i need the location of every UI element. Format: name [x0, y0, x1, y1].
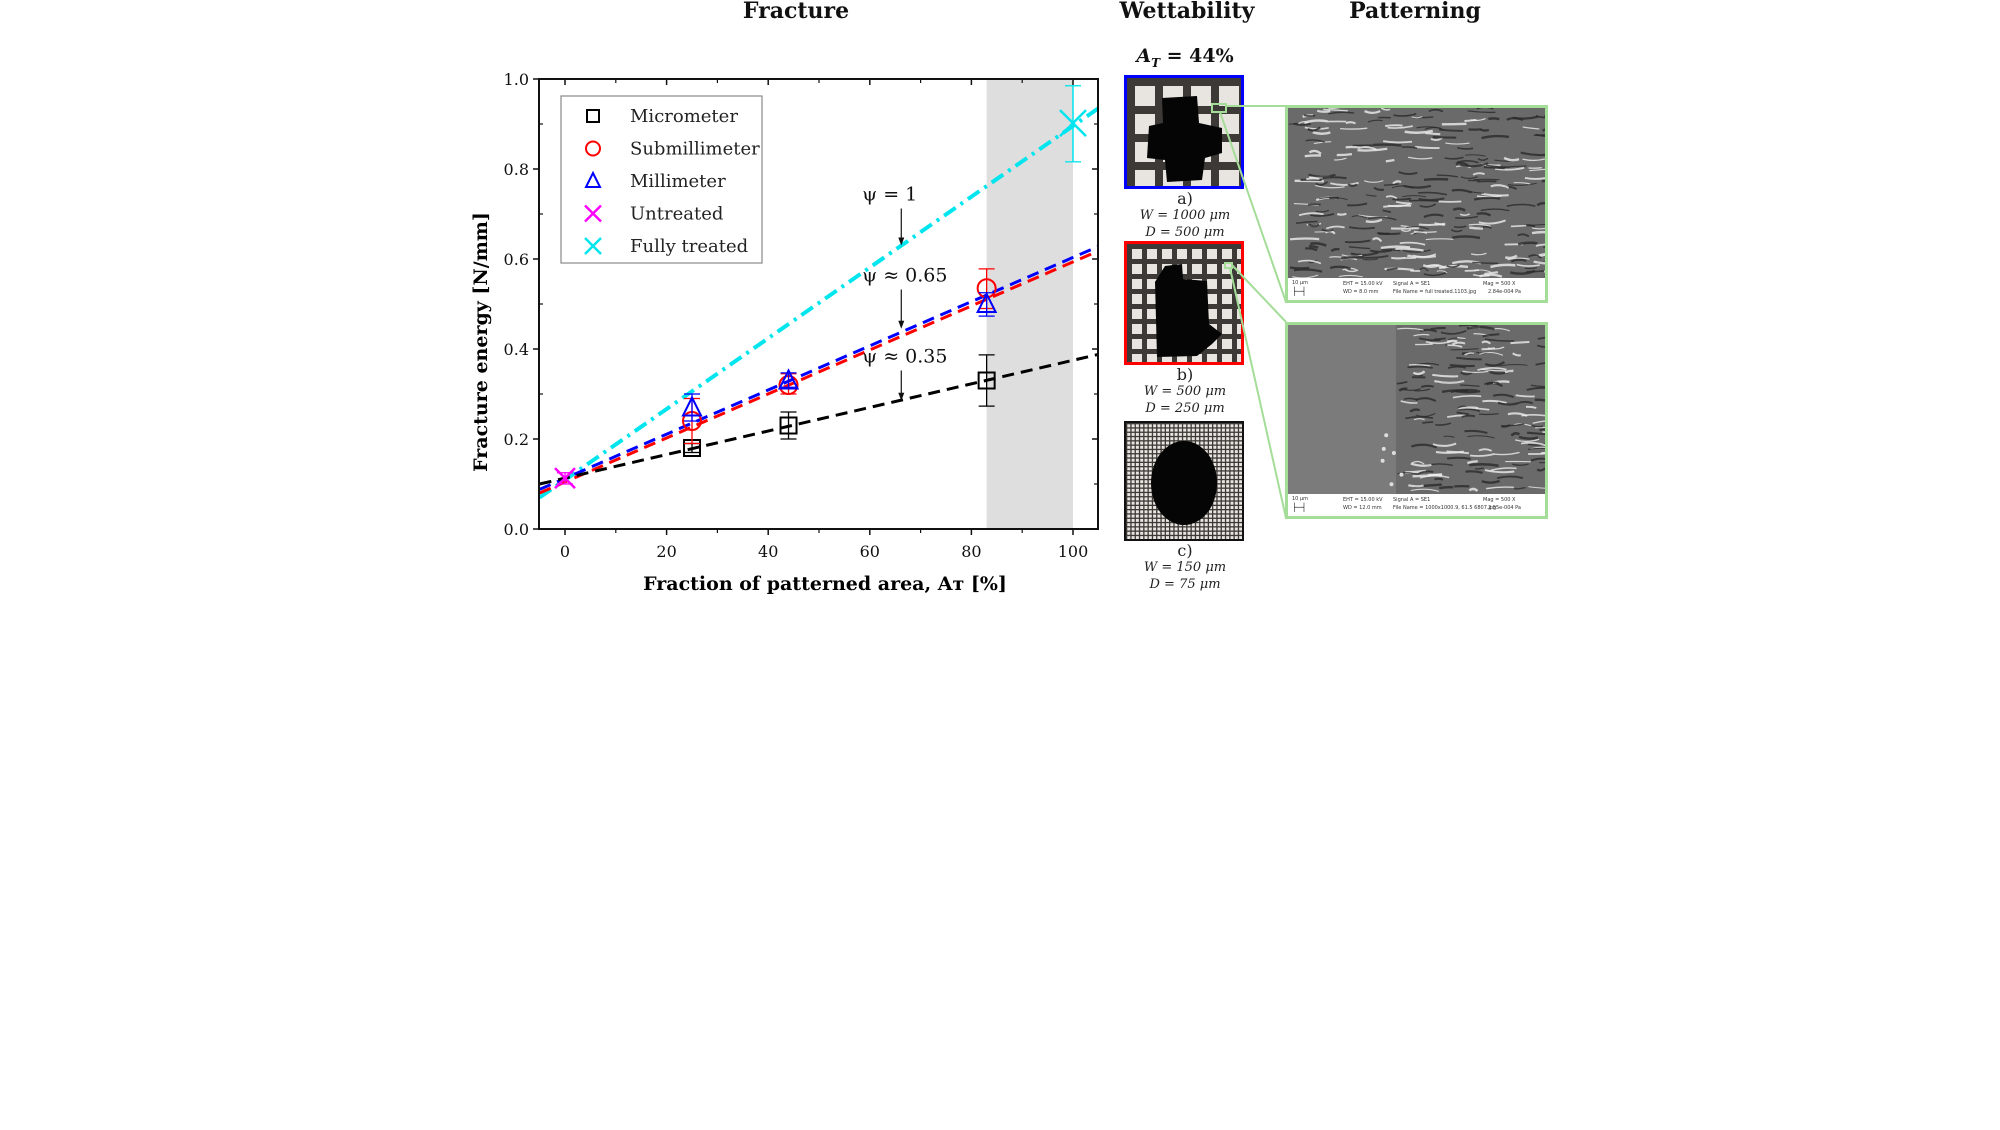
fit-line — [539, 245, 1098, 491]
zoom-region-b — [1224, 262, 1233, 269]
square-marker-icon — [977, 371, 996, 390]
scale-bar-icon: ├─┤ — [1292, 287, 1307, 296]
legend-item-label: Untreated — [630, 204, 723, 225]
x-marker-icon — [554, 467, 576, 490]
file-name: File Name = 1000x1000.9, 61.5 6807.jpg — [1393, 505, 1497, 511]
sem-image-fully-treated: 10 μm ├─┤ EHT = 15.00 kV WD = 8.0 mm Sig… — [1285, 105, 1548, 303]
legend-item-label: Micrometer — [630, 106, 738, 127]
triangle-marker-icon — [681, 395, 703, 417]
data-points — [554, 85, 1087, 490]
sem-micrograph — [1288, 325, 1545, 494]
sem-info-bar: 10 μm ├─┤ EHT = 15.00 kV WD = 8.0 mm Sig… — [1288, 278, 1545, 300]
caption-a: a) W = 1000 μm D = 500 μm — [1140, 190, 1231, 241]
caption-c-distance: D = 75 μm — [1149, 577, 1221, 592]
at-value: = 44% — [1160, 45, 1234, 67]
eht-value: EHT = 15.00 kV — [1343, 497, 1383, 503]
caption-b-distance: D = 250 μm — [1145, 401, 1225, 416]
legend: Micrometer Submillimeter Millimeter Untreat… — [560, 95, 763, 264]
caption-c-label: c) — [1177, 541, 1193, 560]
y-tick-label: 1.0 — [504, 70, 529, 89]
fit-line — [539, 352, 1098, 486]
shaded-region-rect — [986, 79, 1073, 529]
sem-image-partial: 10 μm ├─┤ EHT = 15.00 kV WD = 12.0 mm Si… — [1285, 322, 1548, 519]
legend-item-label: Fully treated — [630, 236, 748, 257]
legend-item-label: Millimeter — [630, 171, 726, 192]
y-tick-label: 0.4 — [504, 340, 529, 359]
wettability-image-a — [1124, 75, 1244, 189]
x-tick-label: 80 — [961, 542, 981, 561]
at-symbol: A — [1136, 45, 1152, 67]
caption-c: c) W = 150 μm D = 75 μm — [1144, 542, 1226, 593]
eht-value: EHT = 15.00 kV — [1343, 281, 1383, 287]
x-tick-label: 20 — [656, 542, 676, 561]
axes: 0 20 40 60 80 100 0.0 0.2 0.4 0.6 0.8 1.0 — [504, 70, 1099, 561]
wettability-image-b — [1124, 241, 1244, 365]
wd-value: WD = 12.0 mm — [1343, 505, 1382, 511]
wettability-title: Wettability — [1119, 0, 1255, 24]
sem-info-bar: 10 μm ├─┤ EHT = 15.00 kV WD = 12.0 mm Si… — [1288, 494, 1545, 516]
sem-micrograph — [1288, 108, 1545, 278]
y-tick-label: 0.0 — [504, 520, 529, 539]
triangle-marker-icon — [584, 170, 602, 188]
square-marker-icon — [779, 416, 798, 435]
scale-bar-icon: ├─┤ — [1292, 503, 1307, 512]
y-tick-label: 0.2 — [504, 430, 529, 449]
caption-b: b) W = 500 μm D = 250 μm — [1144, 366, 1226, 417]
x-tick-label: 0 — [560, 542, 570, 561]
signal-value: Signal A = SE1 — [1393, 281, 1431, 287]
wd-value: WD = 8.0 mm — [1343, 289, 1379, 295]
x-tick-label: 60 — [860, 542, 880, 561]
fit-line — [539, 106, 1098, 500]
caption-c-width: W = 150 μm — [1143, 560, 1227, 575]
caption-a-width: W = 1000 μm — [1139, 208, 1231, 223]
psi-annotation: ψ ≈ 0.35 — [862, 346, 947, 368]
legend-box — [560, 95, 763, 264]
pressure-value: 2.55e-004 Pa — [1488, 505, 1522, 511]
wettability-image-c — [1124, 421, 1244, 541]
psi-annotation: ψ = 1 — [862, 184, 917, 206]
circle-marker-icon — [585, 140, 601, 157]
triangle-marker-icon — [976, 291, 998, 313]
square-marker-icon — [586, 109, 600, 123]
caption-b-label: b) — [1176, 365, 1194, 384]
psi-annotation: ψ ≈ 0.65 — [862, 265, 947, 287]
y-tick-label: 0.6 — [504, 250, 529, 269]
x-marker-icon — [584, 204, 602, 223]
y-tick-label: 0.8 — [504, 160, 529, 179]
patterning-title: Patterning — [1349, 0, 1481, 24]
x-tick-label: 100 — [1058, 542, 1089, 561]
at-subscript: T — [1151, 55, 1161, 70]
fit-line — [539, 249, 1098, 495]
caption-b-width: W = 500 μm — [1143, 384, 1227, 399]
legend-item-label: Submillimeter — [630, 139, 760, 160]
pressure-value: 2.84e-004 Pa — [1488, 289, 1522, 295]
x-tick-label: 40 — [758, 542, 778, 561]
fracture-title: Fracture — [742, 0, 850, 24]
mag-value: Mag = 500 X — [1483, 281, 1516, 287]
triangle-marker-icon — [777, 368, 800, 390]
zoom-region-a — [1211, 103, 1227, 113]
caption-a-distance: D = 500 μm — [1145, 225, 1225, 240]
x-marker-icon — [584, 237, 602, 255]
x-marker-icon — [1059, 109, 1087, 137]
shaded-region — [986, 79, 1073, 529]
area-fraction-label: AT = 44% — [1136, 45, 1233, 70]
annotations: ψ = 1 ψ ≈ 0.65 ψ ≈ 0.35 — [862, 184, 947, 401]
file-name: File Name = full treated.1103.jpg — [1393, 289, 1477, 295]
x-axis-label: Fraction of patterned area, Aᴛ [%] — [643, 573, 1007, 595]
scale-bar-label: 10 μm — [1292, 280, 1309, 286]
fit-lines — [539, 106, 1098, 500]
caption-a-label: a) — [1177, 189, 1193, 208]
mag-value: Mag = 500 X — [1483, 497, 1516, 503]
signal-value: Signal A = SE1 — [1393, 497, 1431, 503]
y-axis-label: Fracture energy [N/mm] — [470, 212, 492, 472]
scale-bar-label: 10 μm — [1292, 496, 1309, 502]
